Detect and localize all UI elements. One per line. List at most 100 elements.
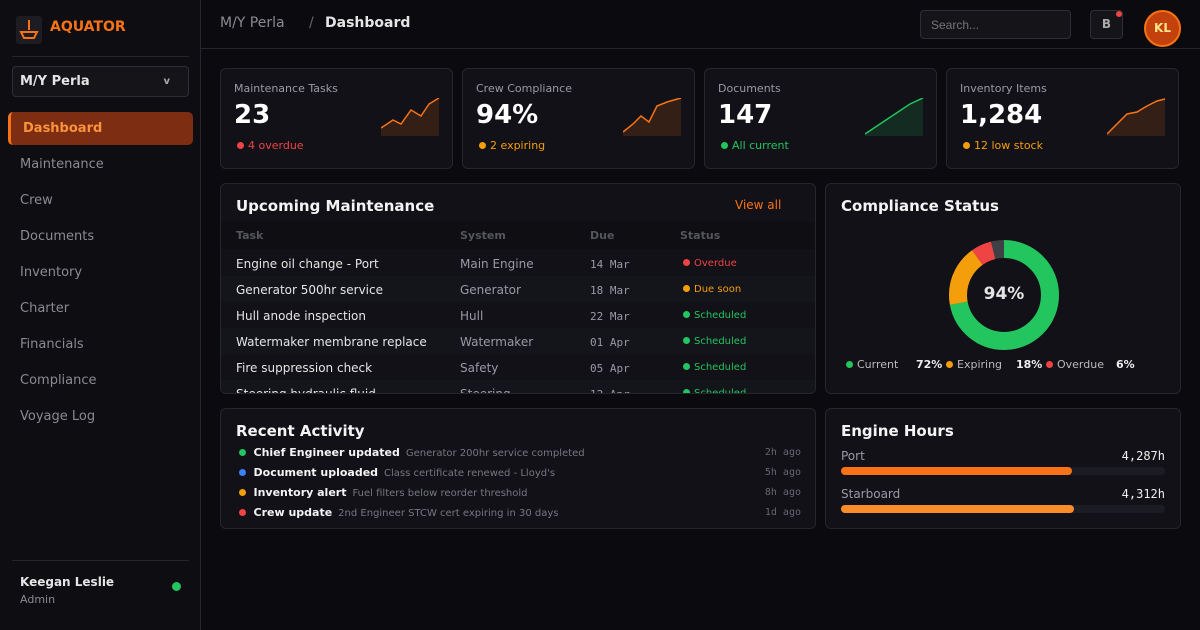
compliance-panel: Compliance Status 94% Current 72% Expiring…: [825, 183, 1181, 394]
topbar: M/Y Perla / Dashboard B KL: [201, 0, 1200, 49]
activity-time: 5h ago: [764, 467, 801, 478]
user-role: Admin: [20, 593, 56, 606]
activity-actor: Chief Engineer updated: [253, 446, 400, 459]
due: 12 Apr: [590, 388, 630, 393]
system: Steering: [460, 387, 511, 394]
nav-item[interactable]: Voyage Log: [20, 409, 96, 424]
note-text: All current: [732, 139, 789, 152]
search[interactable]: [920, 10, 1071, 39]
table-row: [221, 380, 815, 393]
status-dot: [683, 285, 690, 292]
note-dot: [237, 142, 244, 149]
due: 05 Apr: [590, 362, 630, 375]
status-dot: [683, 259, 690, 266]
table-row: [221, 354, 815, 380]
system: Generator: [460, 283, 521, 297]
user-name: Keegan Leslie: [20, 575, 115, 589]
brand: AQUATOR: [50, 19, 126, 35]
nav-item[interactable]: Documents: [20, 229, 95, 244]
system: Hull: [460, 309, 484, 323]
engine-hours: 4,312h: [1121, 487, 1165, 501]
activity-text: Class certificate renewed - Lloyd's: [384, 468, 556, 479]
activity-actor: Inventory alert: [253, 486, 347, 499]
stat-value: 1,284: [960, 100, 1043, 130]
legend-value: 6%: [1116, 358, 1135, 371]
bar: [841, 505, 1074, 513]
note-text: 4 overdue: [248, 139, 304, 152]
note-dot: [479, 142, 486, 149]
column-header: Status: [680, 229, 721, 242]
crumb[interactable]: M/Y Perla: [220, 15, 285, 31]
logo: [16, 16, 42, 44]
vessel-select[interactable]: M/Y Perla v: [12, 66, 189, 97]
nav-item[interactable]: Crew: [20, 193, 53, 208]
activity-text: 2nd Engineer STCW cert expiring in 30 da…: [338, 508, 559, 519]
status-text: Scheduled: [694, 310, 747, 321]
table-row: [221, 250, 815, 276]
stat-note: 4 overdue: [237, 139, 304, 152]
nav-item[interactable]: Dashboard: [8, 112, 193, 145]
system: Watermaker: [460, 335, 534, 349]
nav-item[interactable]: Charter: [20, 301, 70, 316]
status-text: Scheduled: [694, 336, 747, 347]
note-dot: [963, 142, 970, 149]
due: 14 Mar: [590, 258, 630, 271]
stat-label: Documents: [718, 82, 781, 95]
status-text: Scheduled: [694, 362, 747, 373]
maintenance-panel: Upcoming Maintenance View all Task System…: [220, 183, 816, 394]
sparkline: [381, 98, 440, 136]
sparkline: [865, 98, 924, 136]
panel-title: Engine Hours: [841, 422, 954, 440]
avatar[interactable]: KL: [1144, 10, 1181, 47]
activity-text: Generator 200hr service completed: [405, 448, 585, 459]
panel-title: Compliance Status: [841, 197, 999, 215]
status: Scheduled: [683, 362, 746, 373]
donut-segment: [949, 240, 1059, 350]
table-row: [221, 276, 815, 302]
note-text: 12 low stock: [974, 139, 1043, 152]
activity-item: Document uploaded Class certificate renew…: [239, 466, 555, 479]
engine-name: Starboard: [841, 487, 901, 501]
system: Safety: [460, 361, 499, 375]
note-dot: [721, 142, 728, 149]
status-text: Scheduled: [694, 388, 747, 394]
legend-dot: [846, 361, 853, 368]
task: Watermaker membrane replace: [236, 335, 427, 349]
engine-panel: Engine Hours Port 4,287h Starboard 4,312h: [825, 408, 1181, 529]
status-text: Overdue: [694, 258, 737, 269]
activity-time: 2h ago: [764, 447, 801, 458]
stat-card: Documents 147 All current: [704, 68, 937, 169]
engine-name: Port: [841, 449, 865, 463]
legend-item: Overdue: [1046, 358, 1104, 371]
system: Main Engine: [460, 257, 534, 271]
task: Fire suppression check: [236, 361, 373, 375]
activity-item: Inventory alert Fuel filters below reorde…: [239, 486, 528, 499]
activity-actor: Crew update: [253, 506, 333, 519]
column-header: System: [460, 229, 506, 242]
nav-item[interactable]: Compliance: [20, 373, 97, 388]
activity-dot: [239, 509, 246, 516]
donut: [949, 240, 1059, 350]
column-header: Task: [236, 229, 264, 242]
nav-item[interactable]: Maintenance: [20, 157, 104, 172]
notif-dot: [1116, 11, 1122, 17]
status: Overdue: [683, 258, 737, 269]
donut-center: 94%: [983, 284, 1025, 304]
view-all[interactable]: View all: [735, 198, 782, 212]
status: Scheduled: [683, 310, 746, 321]
nav-item[interactable]: Inventory: [20, 265, 83, 280]
status-dot: [683, 363, 690, 370]
table-row: [221, 328, 815, 354]
activity-time: 1d ago: [764, 507, 801, 518]
legend-name: Current: [857, 358, 899, 371]
stat-value: 23: [234, 100, 271, 130]
due: 18 Mar: [590, 284, 630, 297]
stat-card: Inventory Items 1,284 12 low stock: [946, 68, 1179, 169]
nav-item[interactable]: Financials: [20, 337, 84, 352]
stat-card: Crew Compliance 94% 2 expiring: [462, 68, 695, 169]
legend-name: Overdue: [1057, 358, 1104, 371]
legend-item: Expiring: [946, 358, 1002, 371]
panel-title: Upcoming Maintenance: [236, 197, 435, 215]
engine-hours: 4,287h: [1121, 449, 1165, 463]
